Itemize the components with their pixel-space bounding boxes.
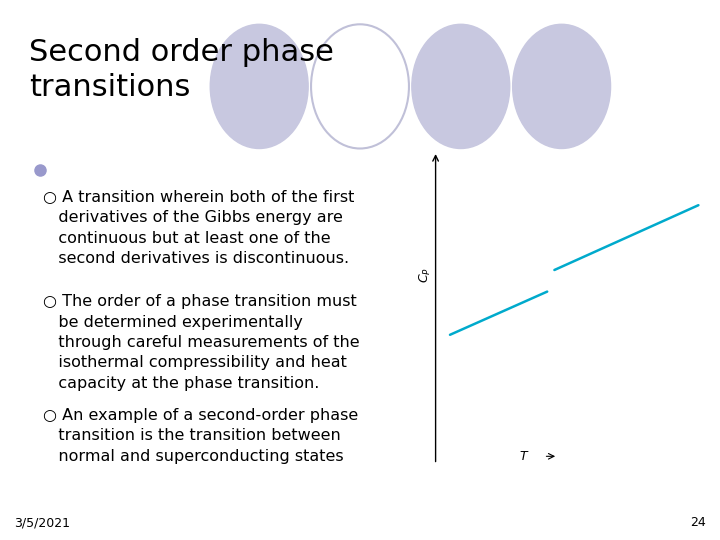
Text: ○ A transition wherein both of the first
   derivatives of the Gibbs energy are
: ○ A transition wherein both of the first… — [43, 190, 354, 266]
Ellipse shape — [210, 24, 308, 149]
Ellipse shape — [412, 24, 510, 149]
Text: ○ An example of a second-order phase
   transition is the transition between
   : ○ An example of a second-order phase tra… — [43, 408, 359, 463]
Text: $T$: $T$ — [518, 450, 529, 463]
Ellipse shape — [513, 24, 611, 149]
Text: $C_P$: $C_P$ — [418, 267, 433, 284]
Text: 3/5/2021: 3/5/2021 — [14, 516, 71, 529]
Text: Second order phase
transitions: Second order phase transitions — [29, 38, 333, 102]
Text: ○ The order of a phase transition must
   be determined experimentally
   throug: ○ The order of a phase transition must b… — [43, 294, 360, 391]
Text: 24: 24 — [690, 516, 706, 529]
